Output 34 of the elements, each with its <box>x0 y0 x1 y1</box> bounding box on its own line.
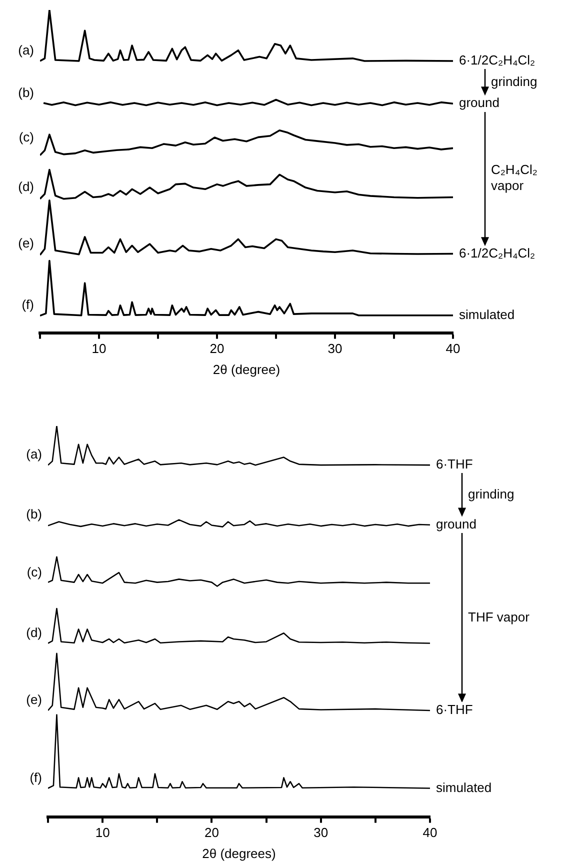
series-label: (b) <box>18 85 34 100</box>
text: 6·THF <box>436 702 473 718</box>
series-label: (a) <box>26 446 42 462</box>
series-label: (d) <box>18 178 34 194</box>
series-label: (f) <box>30 770 42 785</box>
x-tick-label: 10 <box>95 825 110 840</box>
text: simulated <box>436 780 492 795</box>
text: C₂H₄Cl₂ vapor <box>491 162 538 194</box>
text: grinding <box>491 74 538 89</box>
series-label: (e) <box>18 235 34 250</box>
series-label: (b) <box>26 506 42 522</box>
text: simulated <box>459 306 515 322</box>
text: 6·1/2C₂H₄Cl₂ <box>459 245 536 260</box>
text: 6·1/2C₂H₄Cl₂ <box>459 52 536 68</box>
series-label: (d) <box>26 624 42 640</box>
x-axis-title: 2θ (degrees) <box>202 846 276 861</box>
x-tick-label: 20 <box>204 825 219 840</box>
text: grinding <box>468 486 514 502</box>
x-tick-label: 40 <box>422 825 438 840</box>
x-axis-title: 2θ (degree) <box>212 362 280 377</box>
text: ground <box>436 516 476 532</box>
series-label: (e) <box>26 692 42 708</box>
series-label: (c) <box>18 130 34 145</box>
text: 6·THF <box>436 456 473 472</box>
x-tick-label: 20 <box>210 341 224 356</box>
x-tick-label: 40 <box>446 341 460 356</box>
text: ground <box>459 95 500 110</box>
x-tick-label: 10 <box>92 341 106 356</box>
x-tick-label: 30 <box>328 341 342 356</box>
x-tick-label: 30 <box>314 825 328 840</box>
series-label: (c) <box>26 564 42 580</box>
series-label: (a) <box>18 42 34 58</box>
text: THF vapor <box>468 609 530 624</box>
series-label: (f) <box>22 296 34 312</box>
